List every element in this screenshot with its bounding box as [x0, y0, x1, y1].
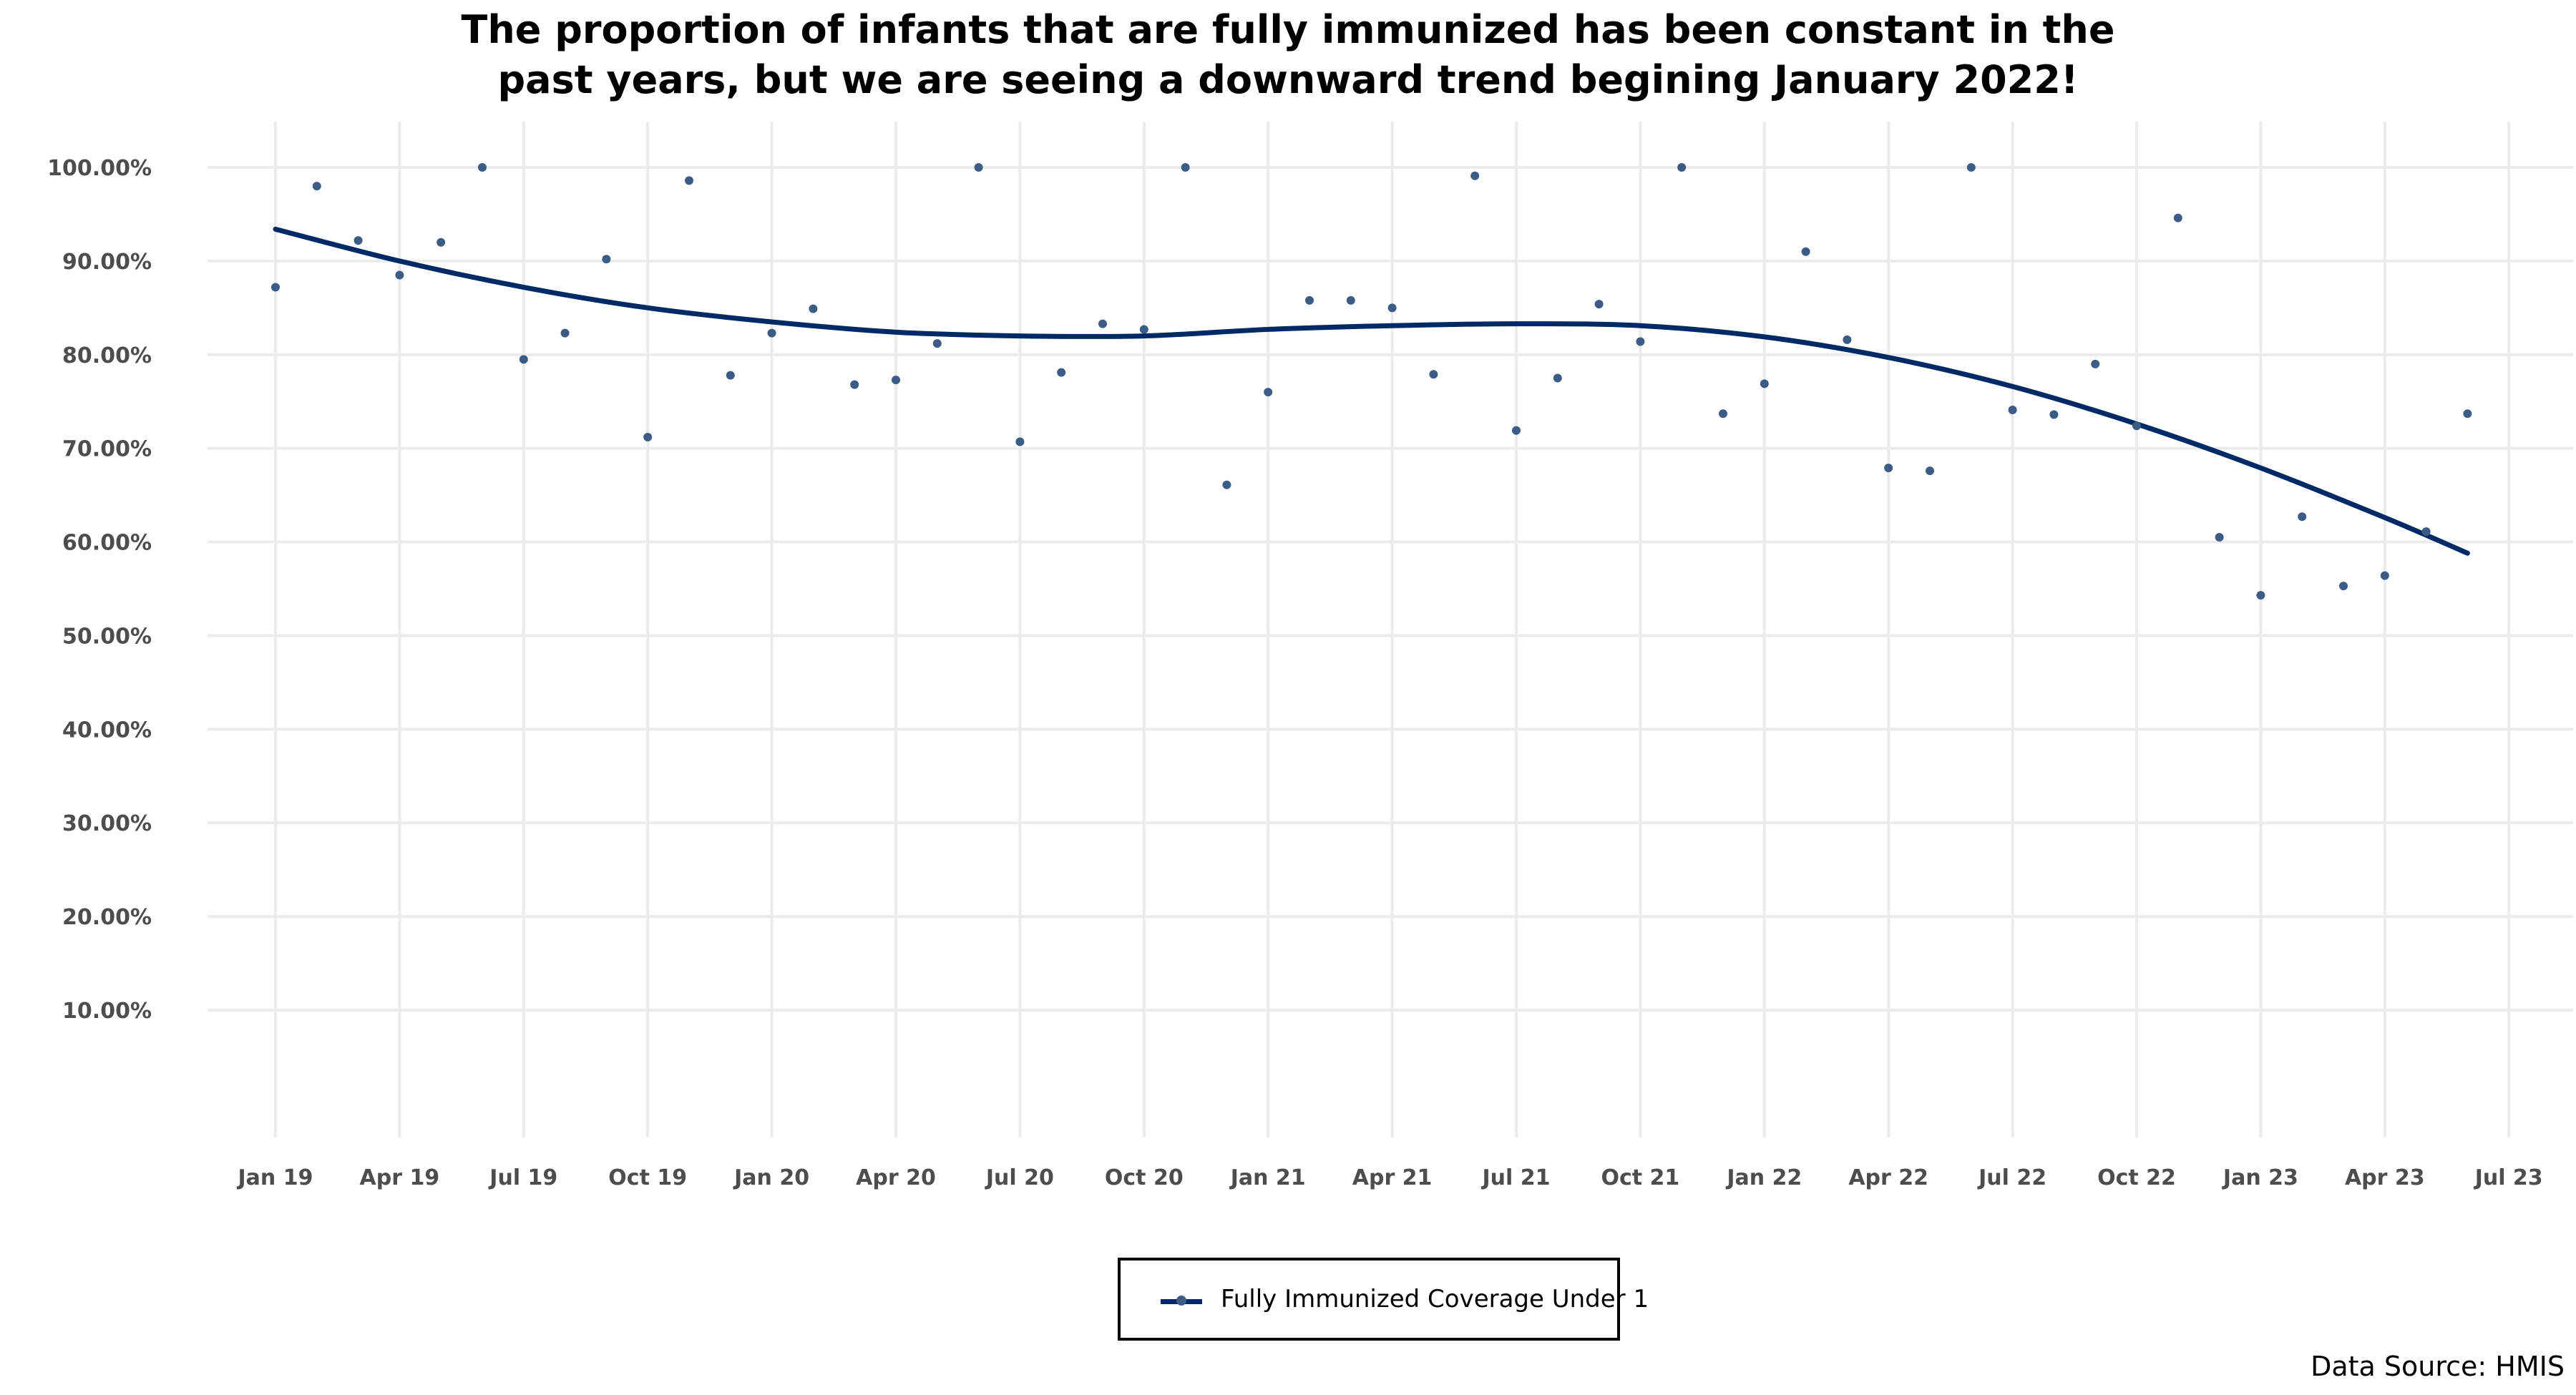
y-axis-ticks: 10.00% 20.00% 30.00% 40.00% 50.00% 60.00% 70.0… [47, 156, 152, 1024]
data-point [1470, 171, 1480, 180]
data-point [2173, 213, 2182, 222]
data-point [271, 283, 280, 292]
y-tick-label: 70.00% [62, 437, 152, 462]
data-point [809, 304, 818, 313]
x-tick-label: Apr 19 [360, 1165, 440, 1190]
y-tick-label: 60.00% [62, 531, 152, 556]
x-tick-label: Jan 20 [733, 1165, 809, 1190]
legend: Fully Immunized Coverage Under 1 [1118, 1258, 1649, 1341]
grid-lines [208, 122, 2573, 1137]
data-point [892, 376, 900, 385]
legend-label: Fully Immunized Coverage Under 1 [1221, 1285, 1649, 1313]
x-tick-label: Apr 22 [1848, 1165, 1928, 1190]
data-point [1429, 370, 1438, 379]
data-point [974, 163, 983, 172]
x-tick-label: Jul 20 [985, 1165, 1054, 1190]
data-point [1801, 247, 1810, 256]
data-point [1512, 426, 1521, 435]
data-point [1884, 464, 1893, 473]
chart-title-line-1: The proportion of infants that are fully… [461, 7, 2115, 52]
data-point [2298, 512, 2307, 522]
data-point [478, 163, 487, 172]
chart-title-line-2: past years, but we are seeing a downward… [497, 57, 2079, 102]
data-point [436, 238, 446, 247]
y-tick-label: 40.00% [62, 718, 152, 743]
data-point [2215, 533, 2224, 542]
data-point [2463, 409, 2472, 418]
data-point [2091, 359, 2100, 368]
data-point [1222, 480, 1231, 489]
data-point [519, 355, 528, 364]
legend-key-dot [1176, 1296, 1186, 1306]
data-point [395, 270, 404, 280]
data-point [1719, 409, 1727, 418]
x-tick-label: Oct 19 [608, 1165, 687, 1190]
x-tick-label: Apr 20 [856, 1165, 936, 1190]
y-tick-label: 100.00% [47, 156, 152, 181]
points-layer [271, 163, 2472, 600]
data-point [726, 371, 735, 380]
y-tick-label: 90.00% [62, 250, 152, 275]
data-point [1305, 295, 1314, 305]
x-axis-ticks: Jan 19 Apr 19 Jul 19 Oct 19 Jan 20 Apr 20 Jul … [237, 1165, 2543, 1190]
x-tick-label: Jan 21 [1229, 1165, 1306, 1190]
data-point [1636, 337, 1645, 346]
data-point [1015, 437, 1025, 446]
x-tick-label: Apr 23 [2345, 1165, 2425, 1190]
data-point [1346, 295, 1355, 305]
data-source-note: Data Source: HMIS [2311, 1351, 2565, 1382]
x-tick-label: Jul 22 [1977, 1165, 2046, 1190]
x-tick-label: Oct 22 [2097, 1165, 2176, 1190]
data-point [2008, 406, 2017, 415]
x-tick-label: Jul 21 [1481, 1165, 1551, 1190]
data-point [685, 176, 693, 185]
x-tick-label: Jul 19 [488, 1165, 557, 1190]
data-point [1098, 319, 1107, 328]
data-point [1264, 388, 1273, 397]
x-tick-label: Jan 23 [2222, 1165, 2298, 1190]
data-point [2380, 571, 2389, 580]
x-tick-label: Jul 23 [2474, 1165, 2543, 1190]
y-tick-label: 50.00% [62, 624, 152, 649]
data-point [2256, 591, 2265, 600]
data-point [2049, 410, 2059, 419]
data-point [767, 328, 776, 338]
x-tick-label: Oct 20 [1105, 1165, 1184, 1190]
x-tick-label: Jan 19 [237, 1165, 313, 1190]
data-point [602, 255, 611, 264]
x-tick-label: Jan 22 [1725, 1165, 1802, 1190]
data-point [1594, 300, 1604, 309]
x-tick-label: Oct 21 [1601, 1165, 1679, 1190]
y-tick-label: 80.00% [62, 343, 152, 368]
data-point [1181, 163, 1190, 172]
trend-line [273, 226, 2470, 556]
data-point [353, 236, 363, 245]
data-point [2132, 421, 2141, 431]
data-point [643, 432, 653, 441]
trend-layer [273, 226, 2470, 556]
y-tick-label: 10.00% [62, 999, 152, 1024]
data-point [560, 328, 570, 338]
data-point [1387, 303, 1397, 313]
data-point [1057, 368, 1066, 377]
data-point [2421, 527, 2431, 537]
y-tick-label: 20.00% [62, 905, 152, 930]
data-point [1760, 379, 1769, 388]
data-point [1553, 373, 1562, 383]
data-point [850, 380, 859, 389]
data-point [2339, 582, 2348, 591]
data-point [1843, 335, 1852, 344]
data-point [932, 339, 942, 348]
data-point [312, 182, 321, 191]
data-point [1926, 466, 1934, 476]
y-tick-label: 30.00% [62, 811, 152, 836]
data-point [1139, 325, 1148, 334]
data-point [1966, 163, 1976, 172]
data-point [1677, 163, 1687, 172]
x-tick-label: Apr 21 [1352, 1165, 1433, 1190]
